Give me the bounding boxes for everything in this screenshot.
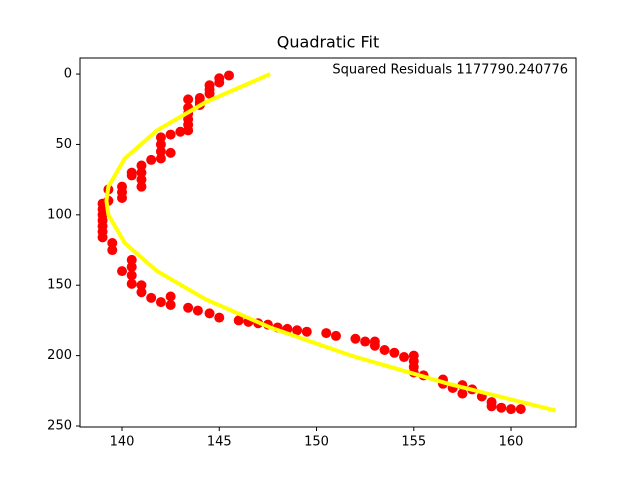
y-tick-label: 150 xyxy=(47,278,72,293)
point xyxy=(389,347,400,358)
point xyxy=(126,278,137,289)
point xyxy=(126,170,137,181)
point xyxy=(117,266,128,277)
point xyxy=(155,146,166,157)
annotation: Squared Residuals 1177790.240776 xyxy=(332,63,568,78)
point xyxy=(97,232,108,243)
chart-title: Quadratic Fit xyxy=(277,33,379,52)
point xyxy=(369,340,380,351)
point xyxy=(107,245,118,256)
x-tick-label: 145 xyxy=(207,435,232,450)
point xyxy=(457,388,468,399)
point xyxy=(136,160,147,171)
point xyxy=(496,402,507,413)
point xyxy=(175,126,186,137)
y-tick-label: 0 xyxy=(64,67,72,82)
x-tick-label: 150 xyxy=(304,435,329,450)
point xyxy=(136,174,147,185)
point xyxy=(155,297,166,308)
y-tick-label: 50 xyxy=(55,137,72,152)
x-tick-label: 160 xyxy=(499,435,524,450)
point xyxy=(214,312,225,323)
point xyxy=(321,328,332,339)
point xyxy=(183,302,194,313)
point xyxy=(136,280,147,291)
point xyxy=(292,325,303,336)
point xyxy=(506,404,517,415)
point xyxy=(146,154,157,165)
point xyxy=(165,147,176,158)
point xyxy=(515,404,526,415)
point xyxy=(155,139,166,150)
point xyxy=(165,291,176,302)
point xyxy=(330,330,341,341)
point xyxy=(155,153,166,164)
plot-frame xyxy=(79,57,577,428)
y-tick-label: 100 xyxy=(47,207,72,222)
x-tick-label: 155 xyxy=(401,435,426,450)
point xyxy=(379,344,390,355)
point xyxy=(126,254,137,265)
point xyxy=(146,292,157,303)
point xyxy=(183,125,194,136)
y-tick-label: 200 xyxy=(47,348,72,363)
point xyxy=(136,287,147,298)
point xyxy=(486,401,497,412)
point xyxy=(165,129,176,140)
point xyxy=(360,336,371,347)
y-tick-label: 250 xyxy=(47,419,72,434)
point xyxy=(136,181,147,192)
point xyxy=(233,315,244,326)
point xyxy=(165,299,176,310)
point xyxy=(117,192,128,203)
point xyxy=(183,94,194,105)
point xyxy=(399,352,410,363)
point xyxy=(126,270,137,281)
point xyxy=(136,167,147,178)
x-tick-label: 140 xyxy=(110,435,135,450)
point xyxy=(301,326,312,337)
point xyxy=(223,70,234,81)
point xyxy=(126,261,137,272)
point xyxy=(204,308,215,319)
point xyxy=(204,88,215,99)
point xyxy=(107,237,118,248)
point xyxy=(350,333,361,344)
point xyxy=(155,132,166,143)
point xyxy=(192,305,203,316)
fit-line xyxy=(104,72,557,413)
point xyxy=(214,77,225,88)
